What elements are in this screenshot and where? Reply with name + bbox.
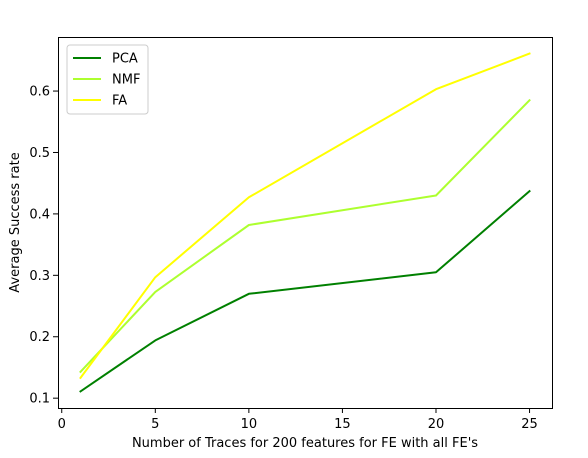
- x-tick-label: 10: [241, 417, 258, 432]
- y-axis: 0.1 0.2 0.3 0.4 0.5 0.6: [29, 85, 58, 407]
- x-tick-label: 15: [334, 417, 351, 432]
- x-axis: 0 5 10 15 20 25: [58, 408, 538, 432]
- legend: PCA NMF FA: [66, 44, 149, 115]
- x-tick-label: 20: [428, 417, 445, 432]
- y-tick-label: 0.4: [29, 207, 50, 222]
- x-axis-label: Number of Traces for 200 features for FE…: [132, 436, 478, 451]
- y-tick-label: 0.5: [29, 146, 50, 161]
- x-tick-label: 5: [151, 417, 159, 432]
- x-tick-label: 25: [521, 417, 538, 432]
- y-tick-label: 0.2: [29, 330, 50, 345]
- legend-box: [66, 44, 149, 115]
- y-axis-label: Average Success rate: [8, 152, 23, 292]
- series-line-nmf: [79, 98, 531, 374]
- series-line-fa: [79, 52, 531, 380]
- legend-label-nmf: NMF: [112, 73, 140, 88]
- plot-frame: [58, 37, 553, 409]
- legend-label-pca: PCA: [112, 52, 138, 67]
- legend-label-fa: FA: [112, 94, 127, 109]
- y-tick-label: 0.3: [29, 269, 50, 284]
- y-tick-label: 0.1: [29, 392, 50, 407]
- y-tick-label: 0.6: [29, 85, 50, 100]
- series-layer: [79, 52, 531, 393]
- x-tick-label: 0: [58, 417, 66, 432]
- series-line-pca: [79, 189, 531, 393]
